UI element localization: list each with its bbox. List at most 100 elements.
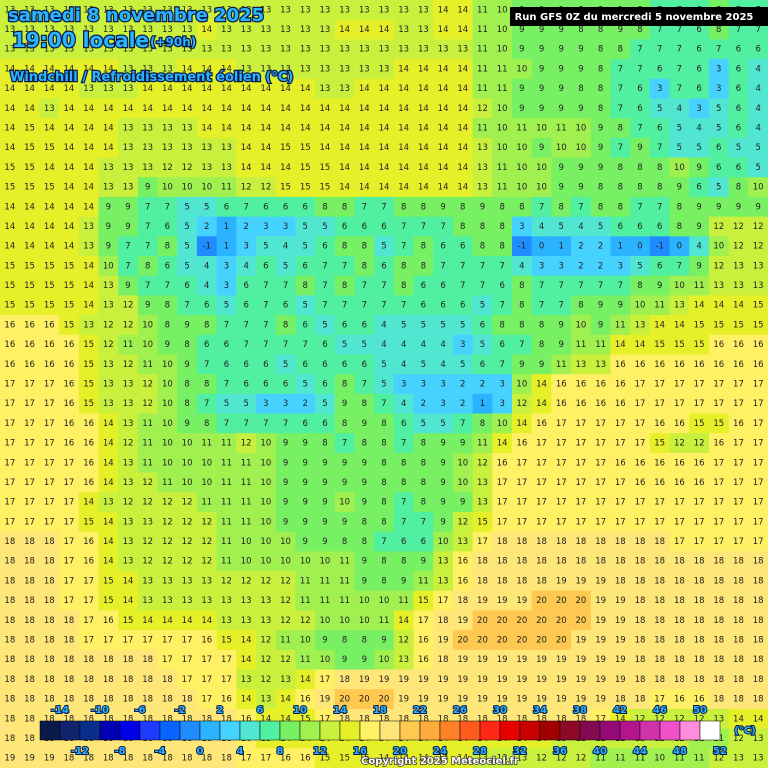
grid-value: 7 (362, 301, 367, 311)
grid-cell (748, 59, 768, 80)
grid-value: 16 (103, 616, 114, 626)
grid-cell (630, 334, 651, 355)
grid-value: 14 (44, 242, 55, 252)
grid-value: 7 (499, 301, 504, 311)
grid-value: 11 (339, 596, 350, 606)
grid-value: 13 (320, 84, 331, 94)
grid-cell (157, 236, 178, 257)
grid-value: 18 (576, 537, 587, 547)
grid-value: 13 (4, 25, 15, 35)
grid-value: 17 (694, 380, 705, 390)
grid-value: 17 (694, 498, 705, 508)
grid-cell (433, 216, 454, 237)
grid-value: 7 (204, 399, 209, 409)
grid-cell (551, 177, 572, 198)
grid-value: 14 (359, 84, 370, 94)
grid-value: 9 (440, 498, 445, 508)
grid-cell (118, 393, 139, 415)
grid-value: 16 (221, 695, 232, 705)
grid-value: 13 (4, 45, 15, 55)
grid-value: 13 (241, 596, 252, 606)
grid-value: 18 (24, 675, 35, 685)
grid-cell (275, 177, 296, 198)
grid-value: 13 (103, 301, 114, 311)
grid-cell (19, 315, 40, 336)
grid-cell (610, 374, 631, 395)
grid-value: 16 (576, 380, 587, 390)
grid-value: 17 (635, 498, 646, 508)
grid-value: 16 (64, 380, 75, 390)
grid-cell (315, 137, 336, 159)
grid-value: 13 (300, 25, 311, 35)
scale-swatch (539, 720, 561, 741)
grid-value: 7 (637, 124, 642, 134)
grid-value: 6 (637, 104, 642, 114)
grid-cell (177, 39, 198, 60)
grid-value: 16 (595, 380, 606, 390)
grid-value: 16 (64, 439, 75, 449)
grid-cell (19, 98, 40, 119)
grid-cell (118, 295, 139, 316)
grid-cell (630, 295, 651, 316)
grid-value: 13 (162, 25, 173, 35)
grid-value: 14 (379, 143, 390, 153)
grid-cell (295, 157, 316, 178)
grid-cell (413, 354, 434, 375)
grid-value: 7 (165, 202, 170, 212)
grid-cell (531, 236, 552, 257)
grid-value: 15 (280, 143, 291, 153)
grid-cell (334, 118, 355, 139)
grid-cell (748, 236, 768, 257)
grid-value: 8 (519, 281, 524, 291)
grid-value: 18 (753, 616, 764, 626)
grid-value: 19 (24, 754, 35, 764)
grid-cell (275, 216, 296, 237)
grid-value: 9 (696, 261, 701, 271)
grid-cell (295, 196, 316, 218)
grid-cell (19, 137, 40, 159)
grid-value: 13 (83, 320, 94, 330)
grid-value: 11 (615, 320, 626, 330)
grid-value: 13 (280, 675, 291, 685)
grid-value: 16 (83, 458, 94, 468)
grid-value: 18 (635, 695, 646, 705)
grid-value: 18 (24, 616, 35, 626)
grid-value: 16 (24, 340, 35, 350)
grid-value: 10 (339, 616, 350, 626)
grid-value: 8 (362, 439, 367, 449)
grid-cell (98, 334, 119, 355)
grid-cell (354, 39, 375, 60)
grid-value: 16 (556, 399, 567, 409)
grid-cell (630, 78, 651, 99)
grid-cell (98, 19, 119, 40)
grid-cell (137, 118, 159, 139)
grid-value: 8 (362, 399, 367, 409)
grid-cell (216, 256, 237, 277)
grid-cell (334, 315, 355, 336)
grid-cell (393, 315, 415, 336)
grid-value: 7 (165, 281, 170, 291)
grid-cell (728, 39, 749, 60)
grid-cell (196, 39, 218, 60)
grid-cell (196, 275, 218, 296)
grid-cell (59, 295, 80, 316)
grid-value: 17 (221, 655, 232, 665)
grid-cell (137, 374, 159, 395)
grid-cell (531, 334, 552, 355)
grid-value: 14 (83, 104, 94, 114)
grid-value: 15 (4, 163, 15, 173)
grid-value: 14 (182, 84, 193, 94)
grid-value: 5 (322, 320, 327, 330)
grid-value: 16 (674, 478, 685, 488)
grid-cell (551, 256, 572, 277)
grid-value: 8 (342, 537, 347, 547)
grid-value: 18 (753, 576, 764, 586)
grid-value: 18 (24, 636, 35, 646)
grid-value: 6 (440, 281, 445, 291)
grid-cell (413, 315, 434, 336)
run-label: Run GFS 0Z du mercredi 5 novembre 2025 (515, 12, 754, 23)
grid-value: 6 (618, 222, 623, 232)
grid-value: 9 (165, 340, 170, 350)
grid-value: 13 (123, 5, 134, 15)
grid-cell (512, 393, 533, 415)
